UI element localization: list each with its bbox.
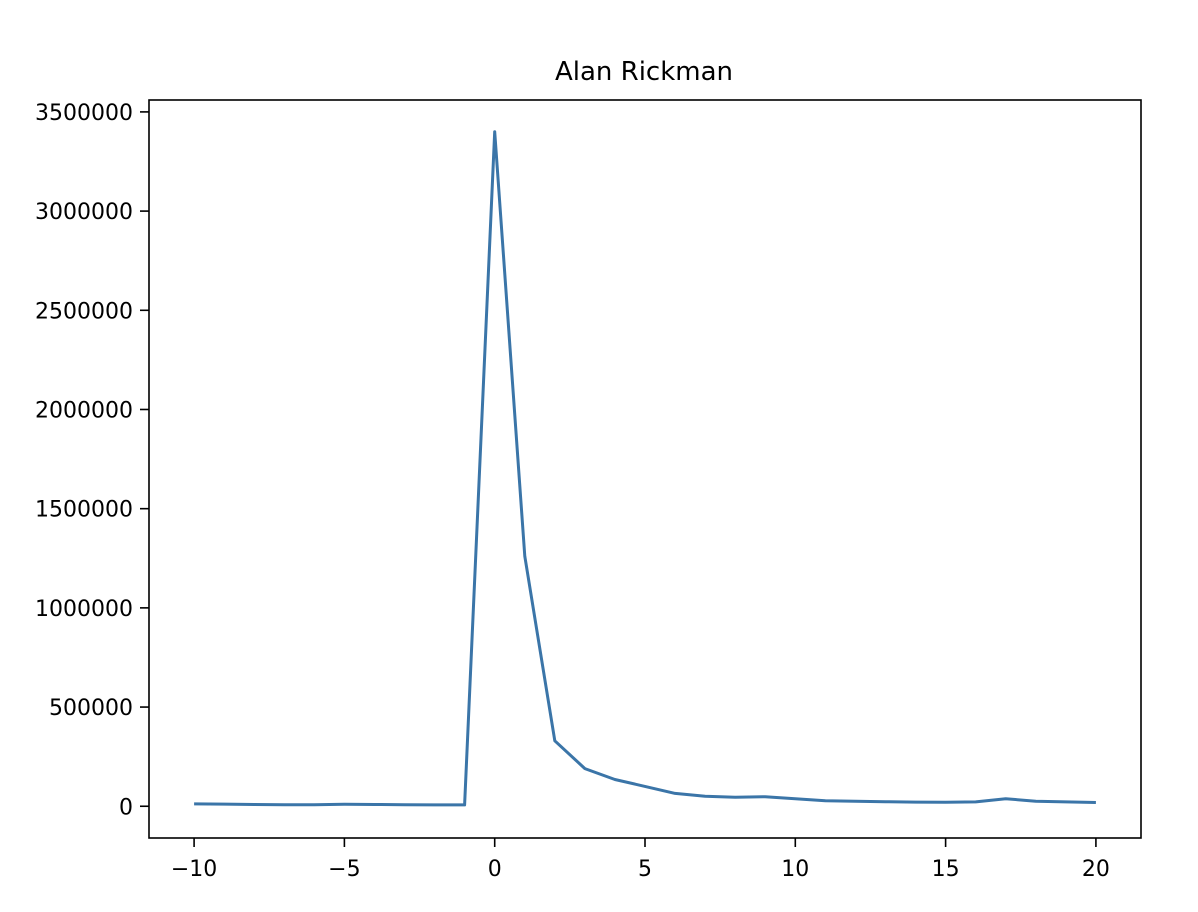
x-tick-label: 10 — [781, 857, 809, 882]
x-tick-label: 20 — [1082, 857, 1110, 882]
x-tick-label: 0 — [488, 857, 502, 882]
series-line — [194, 130, 1096, 807]
y-tick-label: 1000000 — [35, 597, 133, 622]
y-tick-label: 2500000 — [35, 299, 133, 324]
y-tick-label: 1500000 — [35, 498, 133, 523]
x-axis: −10 −5 0 5 10 15 20 — [171, 838, 1110, 882]
chart-title: Alan Rickman — [555, 57, 733, 87]
plot-area — [194, 130, 1096, 807]
y-tick-label: 500000 — [49, 696, 133, 721]
y-tick-label: 2000000 — [35, 398, 133, 423]
y-tick-label: 0 — [119, 795, 133, 820]
x-tick-label: −10 — [171, 857, 217, 882]
x-tick-label: 15 — [932, 857, 960, 882]
y-tick-label: 3500000 — [35, 101, 133, 126]
y-tick-label: 3000000 — [35, 200, 133, 225]
x-tick-label: −5 — [328, 857, 360, 882]
x-tick-label: 5 — [638, 857, 652, 882]
y-axis: 0 500000 1000000 1500000 2000000 2500000 30000… — [35, 101, 149, 820]
axes-frame — [148, 99, 1142, 839]
